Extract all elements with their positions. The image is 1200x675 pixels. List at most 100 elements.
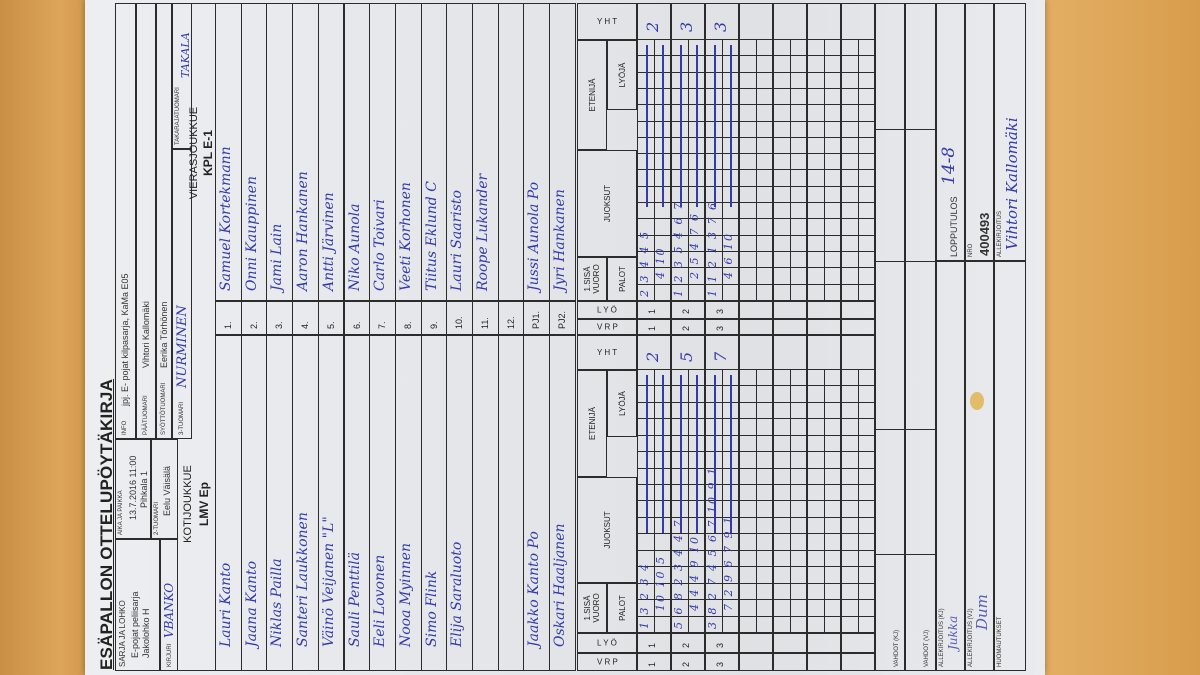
- away-run-box: [773, 39, 791, 57]
- home-out-box: [824, 582, 841, 601]
- home-run-box: [841, 484, 859, 502]
- home-out-box: [756, 582, 773, 601]
- home-run-box: [841, 566, 859, 584]
- away-run-box: [807, 218, 825, 236]
- away-lyo-header: L Y Ö: [577, 301, 637, 319]
- home-inning-number: 2: [681, 661, 691, 667]
- home-out-box: [756, 533, 773, 551]
- home-out-box: [824, 516, 841, 535]
- away-out-box: [756, 87, 773, 106]
- away-run-box: [841, 169, 859, 187]
- home-total-cell: [841, 335, 875, 370]
- final-result-cell: LOPPUTULOS 14-8: [936, 3, 965, 261]
- home-run-box: [739, 615, 757, 633]
- home-out-box: [824, 467, 841, 486]
- away-run-box: [807, 136, 825, 155]
- home-run-box: [841, 451, 859, 469]
- signature-value: Vihtori Kallomäki: [1003, 117, 1021, 250]
- away-out-box: [824, 104, 841, 122]
- away-signature: Dum: [973, 594, 991, 630]
- away-lyo-cell: [841, 301, 875, 319]
- away-run-box: [841, 202, 859, 220]
- home-inning-outs: 7 2 9 6 7 9 1: [722, 515, 735, 611]
- home-run-box: [807, 566, 825, 584]
- away-run-box: [773, 202, 791, 220]
- away-run-box: [773, 153, 791, 171]
- home-run-box: [841, 467, 859, 486]
- away-out-box: [858, 267, 875, 285]
- away-run-box: [773, 267, 791, 285]
- away-run-box: [739, 185, 757, 204]
- home-out-box: [790, 484, 807, 502]
- home-batting-order: 2: [681, 642, 691, 648]
- home-lyo-cell: [807, 633, 841, 653]
- final-result-label: LOPPUTULOS: [949, 196, 959, 257]
- home-run-box: [739, 369, 757, 387]
- home-run-box: [807, 369, 825, 387]
- away-batting-order: 1: [647, 308, 657, 314]
- away-run-box: [841, 104, 859, 122]
- away-out-box: [824, 153, 841, 171]
- home-out-box: [790, 434, 807, 453]
- away-out-box: [756, 202, 773, 220]
- home-out-box: [756, 401, 773, 420]
- away-out-box: [824, 87, 841, 106]
- away-lyo-cell: [773, 301, 807, 319]
- away-total-cell: [739, 3, 773, 40]
- away-out-box: [790, 153, 807, 171]
- scoresheet-paper: ESÄPALLON OTTELUPÖYTÄKIRJA SARJA JA LOHK…: [85, 0, 1045, 675]
- away-palot-header: PALOT: [607, 257, 637, 301]
- away-out-box: [756, 218, 773, 236]
- home-run-box: [807, 467, 825, 486]
- away-run-box: [807, 153, 825, 171]
- away-out-box: [756, 136, 773, 155]
- away-out-box: [790, 136, 807, 155]
- home-inning-total: 5: [677, 351, 696, 362]
- home-strike-line: [714, 375, 716, 533]
- home-inning-outs: 10 10 5: [654, 555, 667, 611]
- home-out-box: [790, 500, 807, 518]
- home-run-box: [773, 500, 791, 518]
- home-run-box: [739, 484, 757, 502]
- home-strike-line: [730, 375, 732, 533]
- away-run-box: [739, 39, 757, 57]
- home-run-box: [739, 418, 757, 436]
- home-run-box: [841, 369, 859, 387]
- away-run-box: [841, 55, 859, 73]
- home-out-box: [858, 566, 875, 584]
- home-total-header: Y H T: [577, 335, 637, 370]
- away-batter-header: LYÖJÄ: [607, 40, 637, 110]
- home-run-box: [841, 582, 859, 601]
- home-run-box: [773, 566, 791, 584]
- remarks-label: HUOMAUTUKSET: [997, 616, 1003, 667]
- home-out-box: [756, 599, 773, 617]
- away-inning-outs: 4 6 10: [722, 232, 735, 279]
- home-out-box: [824, 615, 841, 633]
- away-vrp-cell: [773, 319, 807, 335]
- away-out-box: [790, 251, 807, 269]
- away-out-box: [756, 234, 773, 253]
- home-out-box: [858, 615, 875, 633]
- home-signature-cell: ALLEKIRJOITUS (KJ) Jukka: [936, 261, 965, 671]
- home-run-box: [773, 533, 791, 551]
- home-out-box: [790, 599, 807, 617]
- home-out-box: [858, 484, 875, 502]
- away-run-box: [807, 234, 825, 253]
- away-out-box: [790, 71, 807, 89]
- away-total-header: Y H T: [577, 3, 637, 40]
- home-run-box: [773, 549, 791, 568]
- away-run-box: [807, 71, 825, 89]
- away-out-box: [824, 136, 841, 155]
- away-batting-order: 3: [715, 308, 725, 314]
- home-out-box: [790, 615, 807, 633]
- away-total-cell: [773, 3, 807, 40]
- home-inning-runs: 3 8 2 7 4 5 6 7 10 9 1: [706, 466, 719, 629]
- away-out-box: [858, 104, 875, 122]
- home-run-box: [773, 615, 791, 633]
- away-out-box: [858, 87, 875, 106]
- away-run-box: [841, 283, 859, 301]
- away-inning-number: 1: [647, 325, 657, 331]
- home-run-box: [739, 467, 757, 486]
- home-inning-total: 7: [711, 351, 730, 362]
- away-inning-number: 2: [681, 325, 691, 331]
